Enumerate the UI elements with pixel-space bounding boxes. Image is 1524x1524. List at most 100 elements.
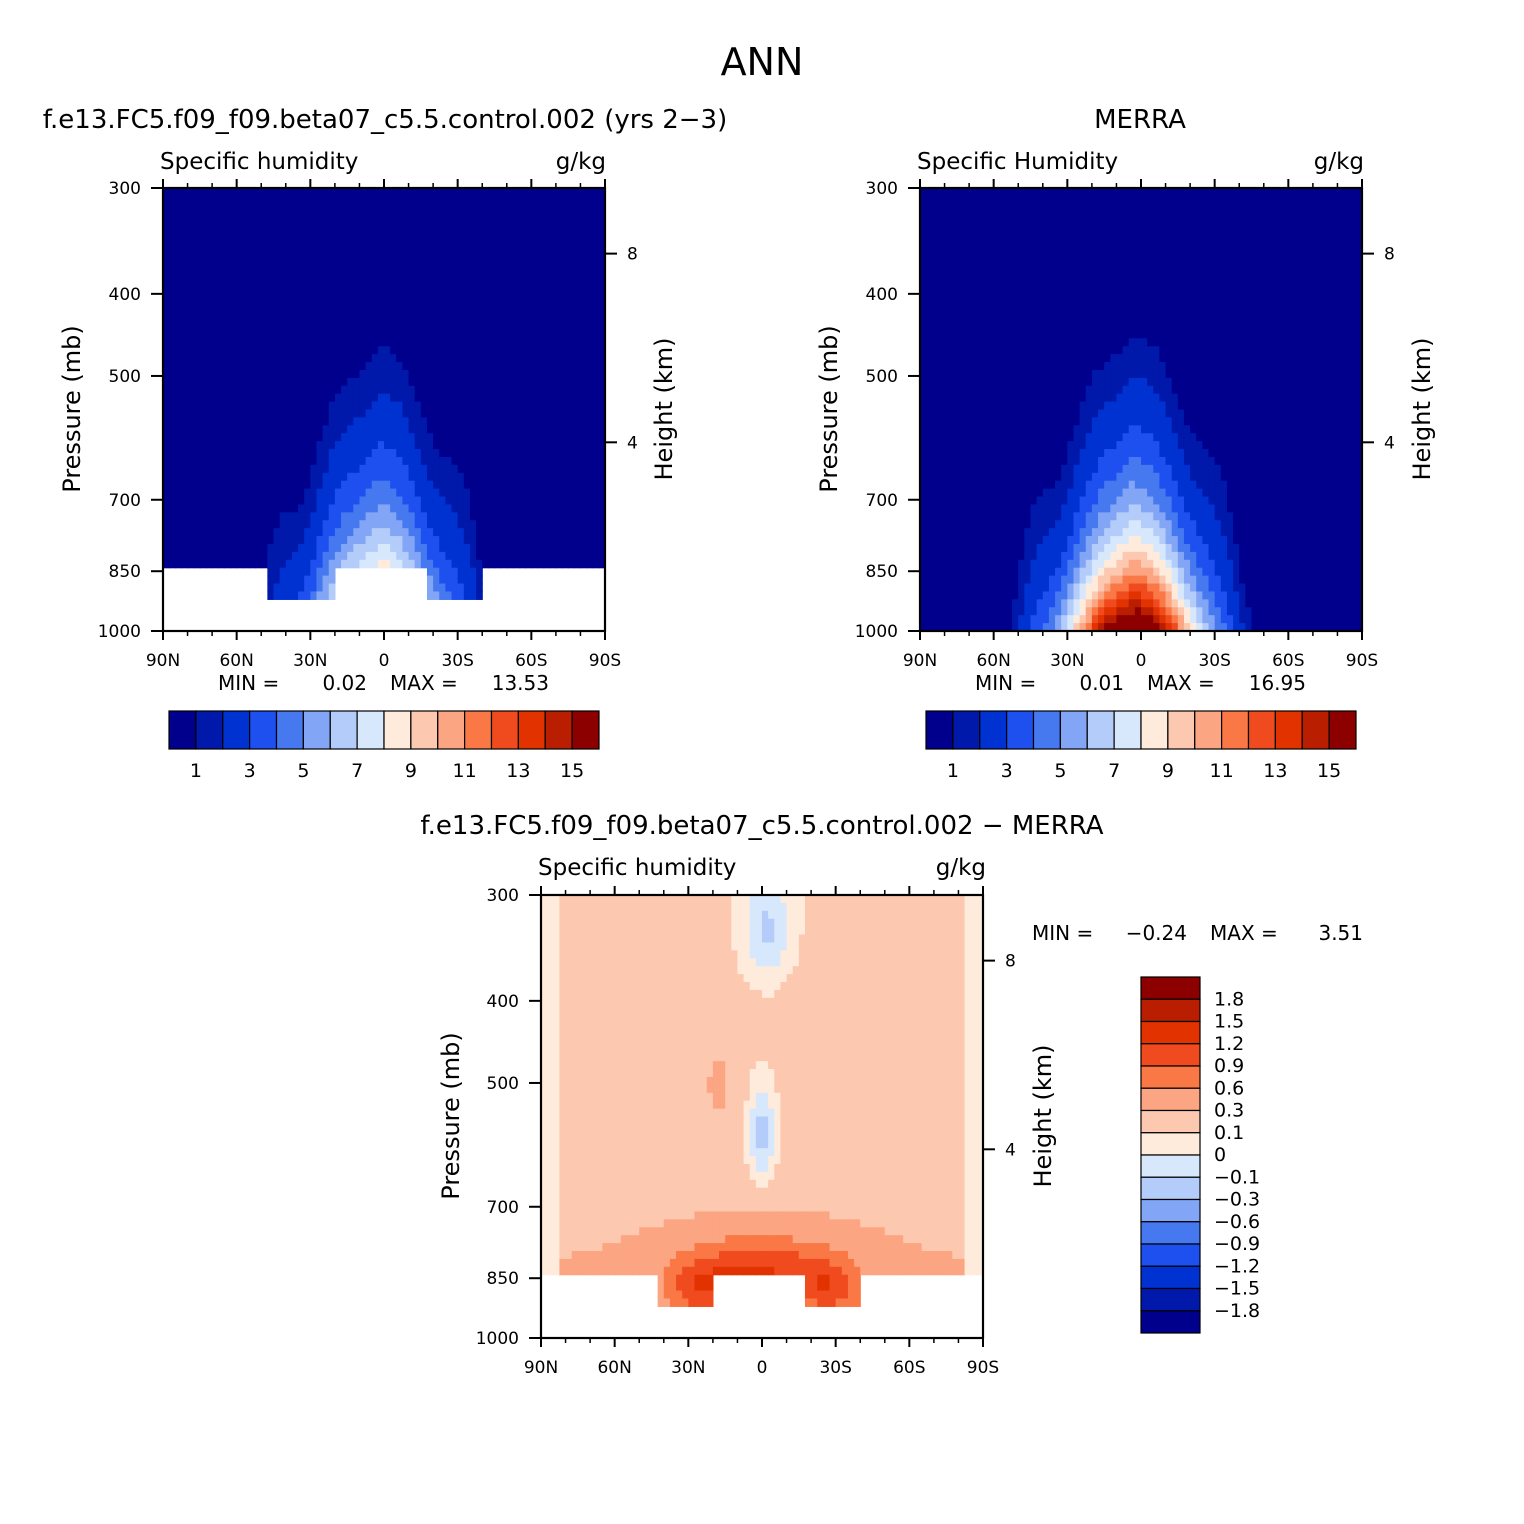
field-cell xyxy=(555,346,563,355)
field-cell xyxy=(476,409,483,419)
field-cell xyxy=(568,251,575,260)
field-cell xyxy=(956,425,964,434)
field-cell xyxy=(494,290,502,300)
field-cell xyxy=(236,275,244,284)
field-cell xyxy=(1042,195,1050,205)
field-cell xyxy=(987,559,995,569)
field-cell xyxy=(377,512,385,521)
field-cell xyxy=(390,377,397,387)
field-cell xyxy=(267,219,275,229)
field-cell xyxy=(1012,583,1019,593)
field-cell xyxy=(969,267,976,276)
field-cell xyxy=(920,322,927,331)
field-cell xyxy=(322,369,330,379)
field-cell xyxy=(457,433,465,442)
field-cell xyxy=(371,520,379,529)
field-cell xyxy=(506,425,514,434)
field-cell xyxy=(230,551,238,561)
field-cell xyxy=(457,504,465,513)
field-cell xyxy=(396,369,404,379)
field-cell xyxy=(384,235,391,244)
field-cell xyxy=(469,559,477,569)
field-cell xyxy=(291,591,299,600)
field-cell xyxy=(920,393,927,403)
field-cell xyxy=(975,551,982,561)
field-cell xyxy=(371,346,379,355)
field-cell xyxy=(439,377,446,387)
field-cell xyxy=(261,393,268,403)
field-cell xyxy=(371,275,379,284)
field-cell xyxy=(420,551,428,561)
field-cell xyxy=(285,275,293,284)
field-cell xyxy=(359,306,367,316)
field-cell xyxy=(993,464,1001,474)
field-cell xyxy=(212,322,219,331)
field-cell xyxy=(285,504,293,513)
field-cell xyxy=(310,559,318,569)
field-cell xyxy=(316,338,324,347)
field-cell xyxy=(531,456,539,466)
field-cell xyxy=(390,227,397,237)
field-cell xyxy=(365,377,373,387)
field-cell xyxy=(426,369,434,379)
field-cell xyxy=(555,322,563,331)
field-cell xyxy=(586,362,594,371)
field-cell xyxy=(1012,599,1019,608)
field-cell xyxy=(1036,235,1044,244)
field-cell xyxy=(463,551,471,561)
field-cell xyxy=(562,551,569,561)
field-cell xyxy=(1005,322,1013,331)
field-cell xyxy=(359,219,367,229)
field-cell xyxy=(205,409,213,419)
field-cell xyxy=(347,551,354,561)
field-cell xyxy=(1061,267,1068,276)
field-cell xyxy=(463,528,471,537)
field-cell xyxy=(1061,583,1068,593)
field-cell xyxy=(580,354,588,363)
field-cell xyxy=(999,543,1007,553)
field-cell xyxy=(537,377,545,387)
field-cell xyxy=(445,567,453,577)
field-cell xyxy=(230,417,238,426)
field-cell xyxy=(1048,290,1056,300)
field-cell xyxy=(285,369,293,379)
field-cell xyxy=(506,251,514,260)
field-cell xyxy=(420,480,428,490)
field-cell xyxy=(1042,346,1050,355)
field-cell xyxy=(267,456,275,466)
field-cell xyxy=(347,441,354,450)
field-cell xyxy=(273,227,281,237)
field-cell xyxy=(291,298,299,308)
field-cell xyxy=(506,512,514,521)
field-cell xyxy=(981,282,989,292)
field-cell xyxy=(512,251,520,260)
field-cell xyxy=(371,195,379,205)
field-cell xyxy=(956,599,964,608)
field-cell xyxy=(1042,567,1050,577)
field-cell xyxy=(476,227,483,237)
field-cell xyxy=(396,282,404,292)
field-cell xyxy=(555,520,563,529)
field-cell xyxy=(273,449,281,458)
field-cell xyxy=(212,480,219,490)
field-cell xyxy=(205,235,213,244)
field-cell xyxy=(365,362,373,371)
field-cell xyxy=(426,441,434,450)
field-cell xyxy=(944,306,952,316)
field-cell xyxy=(298,583,305,593)
field-cell xyxy=(519,219,526,229)
field-cell xyxy=(384,251,391,260)
field-cell xyxy=(433,393,440,403)
field-cell xyxy=(396,211,404,221)
field-cell xyxy=(1018,615,1025,624)
field-cell xyxy=(543,219,551,229)
field-cell xyxy=(920,282,927,292)
field-cell xyxy=(962,417,970,426)
field-cell xyxy=(396,354,404,363)
field-cell xyxy=(261,480,268,490)
field-cell xyxy=(969,227,976,237)
field-cell xyxy=(218,243,225,252)
field-cell xyxy=(1048,377,1056,387)
field-cell xyxy=(586,298,594,308)
field-cell xyxy=(531,306,539,316)
